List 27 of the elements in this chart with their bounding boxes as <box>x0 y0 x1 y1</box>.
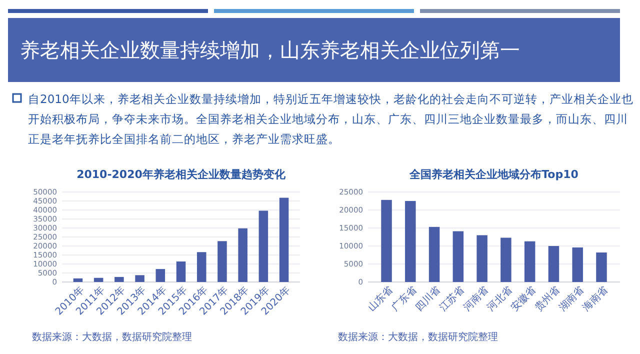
bar <box>176 261 186 282</box>
bar <box>156 269 166 282</box>
bar <box>405 201 416 282</box>
text: 养老相关企业数量持续增加，山东养老相关企业位列第一 <box>20 38 520 62</box>
bar <box>279 198 289 282</box>
source-note: 数据来源：大数据，数据研究院整理 <box>32 331 192 343</box>
bar <box>135 275 144 282</box>
bar <box>94 278 104 282</box>
bar <box>500 238 512 282</box>
bar <box>596 252 607 282</box>
bar <box>548 246 560 282</box>
bar <box>73 278 83 282</box>
bar <box>114 276 124 282</box>
source-note: 数据来源：大数据，数据研究院整理 <box>338 331 498 343</box>
bar <box>452 231 464 282</box>
bar <box>428 226 440 282</box>
bar <box>196 252 206 282</box>
bar <box>238 228 248 282</box>
chart-title: 2010-2020年养老相关企业数量趋势变化 <box>76 168 286 181</box>
bar <box>381 200 392 282</box>
bar <box>524 241 536 282</box>
text: 自2010年以来，养老相关企业数量持续增加，特别近五年增速较快，老龄化的社会走向不可逆转，产业相关企业也开始积极布局，争夺未来市场。全国养老相关企业地域分布，山东、广东、四川三地企业数量最多，而山东、四川正是老年抚养比全国排名前二的地区，养老产业需求旺盛。 <box>28 92 634 146</box>
bar <box>258 210 268 282</box>
bar <box>572 247 583 282</box>
bar <box>476 235 488 282</box>
bar <box>218 241 227 282</box>
chart-title: 全国养老相关企业地域分布Top10 <box>408 168 579 181</box>
